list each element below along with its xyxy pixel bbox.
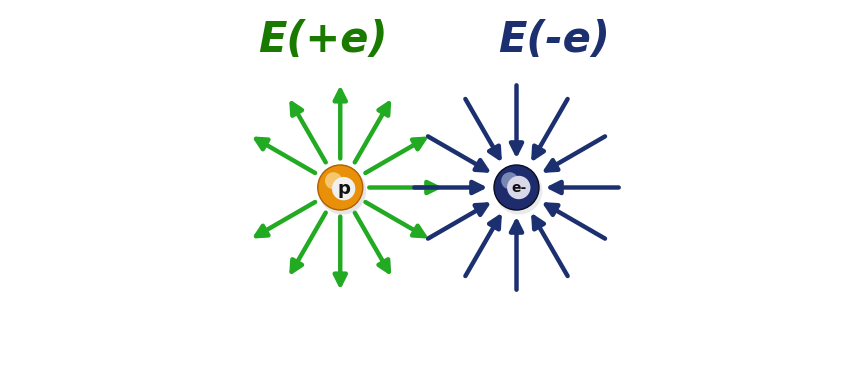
Circle shape xyxy=(495,167,542,214)
Circle shape xyxy=(332,177,355,200)
Circle shape xyxy=(318,165,363,210)
Text: p: p xyxy=(337,180,350,198)
Circle shape xyxy=(501,172,518,189)
Text: E(-e): E(-e) xyxy=(498,19,610,61)
Circle shape xyxy=(494,165,539,210)
Circle shape xyxy=(325,172,342,189)
Circle shape xyxy=(319,167,366,214)
Text: E(+e): E(+e) xyxy=(258,19,387,61)
Text: e-: e- xyxy=(511,180,526,195)
Circle shape xyxy=(507,176,530,199)
